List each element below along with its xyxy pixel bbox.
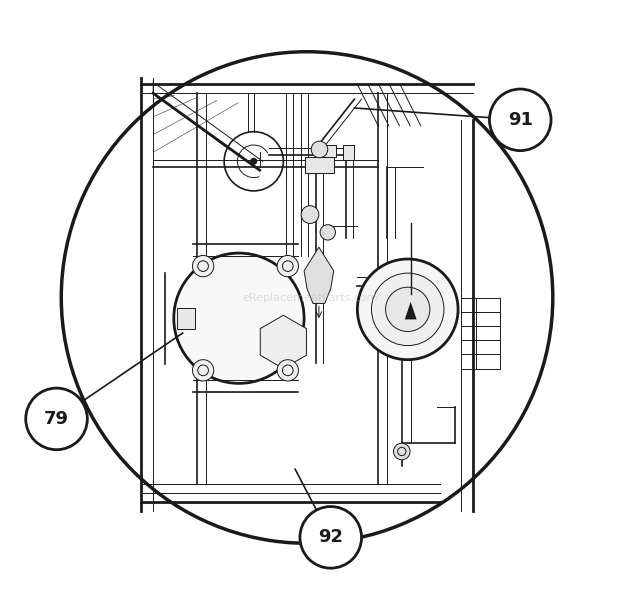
FancyBboxPatch shape xyxy=(343,145,355,159)
Circle shape xyxy=(301,206,319,224)
Circle shape xyxy=(250,158,257,165)
Text: eReplacementParts.com: eReplacementParts.com xyxy=(242,293,378,302)
Bar xyxy=(177,308,195,329)
Circle shape xyxy=(192,255,214,277)
Circle shape xyxy=(277,255,298,277)
Text: 79: 79 xyxy=(44,410,69,428)
Circle shape xyxy=(357,259,458,360)
Circle shape xyxy=(371,273,444,346)
Polygon shape xyxy=(304,247,334,303)
Circle shape xyxy=(300,506,361,568)
Circle shape xyxy=(174,253,304,383)
Text: 92: 92 xyxy=(318,528,343,546)
Circle shape xyxy=(277,360,298,381)
FancyBboxPatch shape xyxy=(305,156,334,173)
Circle shape xyxy=(26,388,87,450)
Circle shape xyxy=(386,287,430,331)
Circle shape xyxy=(394,443,410,460)
Polygon shape xyxy=(260,315,306,368)
Circle shape xyxy=(192,360,214,381)
Text: 91: 91 xyxy=(508,111,533,129)
Circle shape xyxy=(311,141,328,158)
FancyBboxPatch shape xyxy=(322,145,336,156)
Circle shape xyxy=(320,225,335,240)
Polygon shape xyxy=(405,302,417,320)
Circle shape xyxy=(489,89,551,151)
